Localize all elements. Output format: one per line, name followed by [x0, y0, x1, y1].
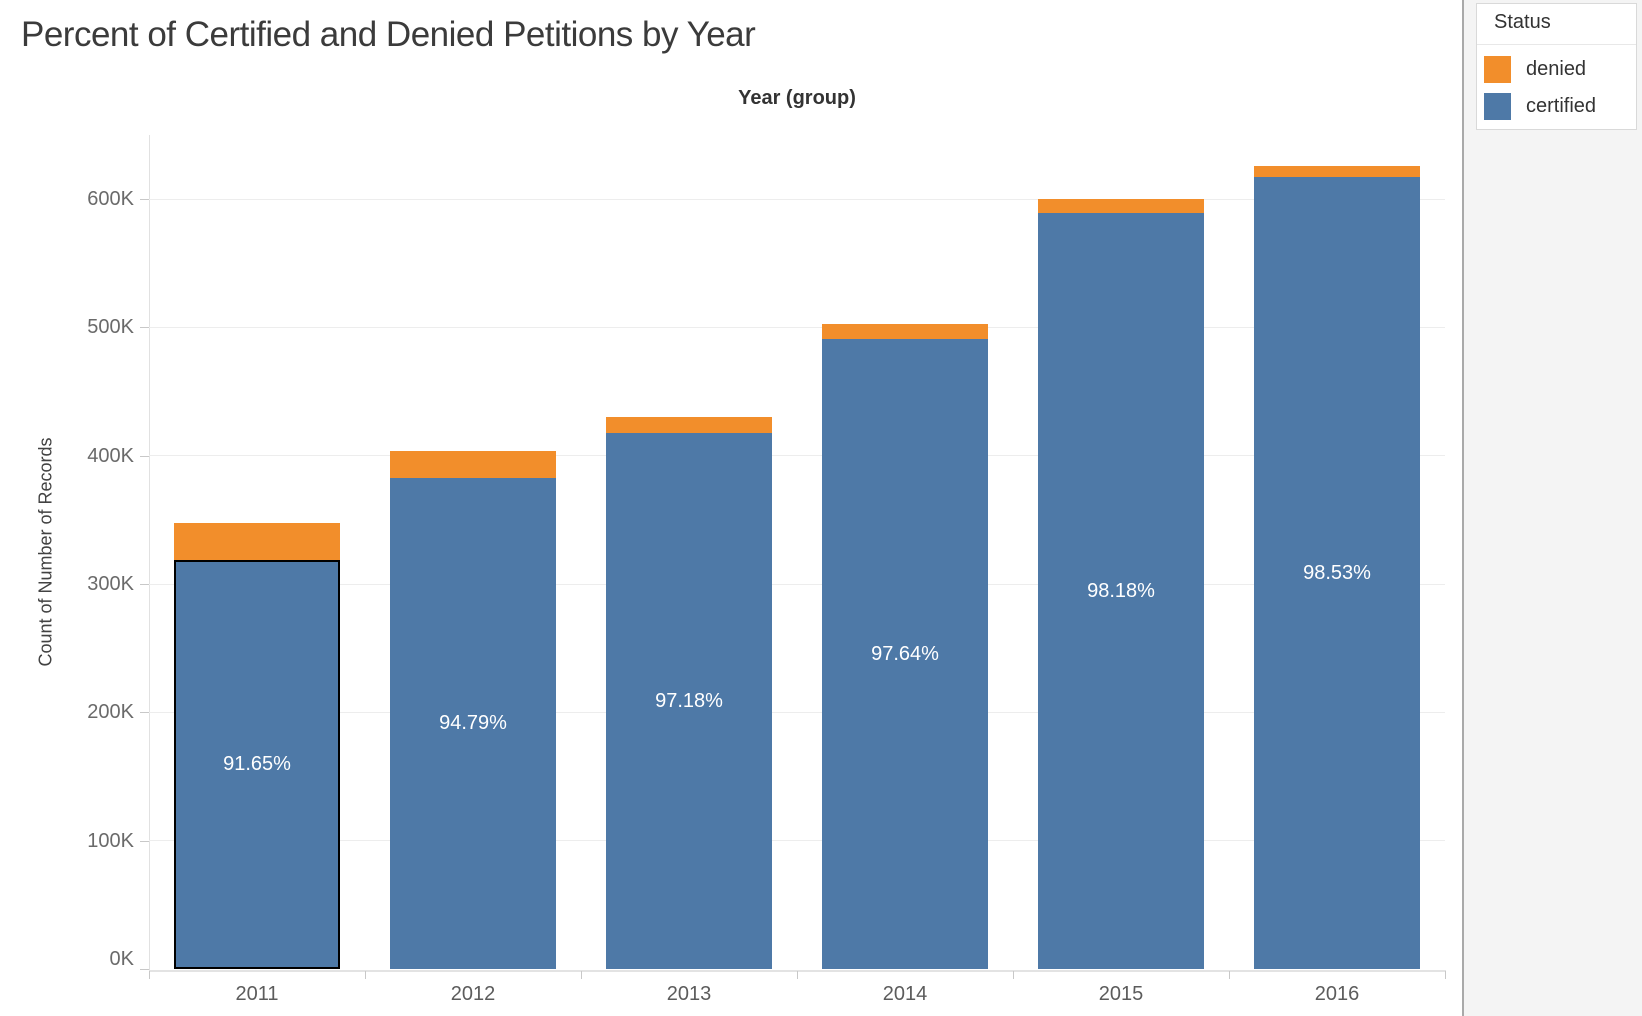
bar-2015-certified[interactable]	[1038, 213, 1204, 969]
legend-title: Status	[1494, 11, 1551, 33]
legend-label-denied: denied	[1526, 57, 1587, 80]
y-tick-label-200K: 200K	[87, 701, 134, 724]
bar-2016-certified[interactable]	[1254, 177, 1420, 969]
y-tick-label-500K: 500K	[87, 316, 134, 339]
x-tick-label-2015[interactable]: 2015	[1098, 983, 1144, 1005]
y-tick-label-300K: 300K	[87, 573, 134, 596]
legend-separator	[1477, 44, 1636, 45]
bar-2013-certified[interactable]	[606, 432, 772, 969]
bar-2011-denied[interactable]	[174, 522, 340, 560]
y-tick-label-400K: 400K	[87, 444, 134, 467]
x-tick-boundary	[365, 971, 366, 979]
plot-area: 91.65% 94.79% 97.18% 97.64% 98.18% 98.53%	[149, 135, 1445, 969]
panel-divider	[1462, 0, 1464, 1016]
legend-swatch-denied	[1484, 55, 1511, 83]
y-tick-label-0K: 0K	[109, 948, 134, 970]
gridline-300K	[149, 583, 1445, 585]
y-tick-600K	[140, 199, 149, 201]
legend-items: denied certified	[1484, 55, 1632, 120]
gridline-600K	[149, 198, 1445, 200]
bar-2016-denied[interactable]	[1254, 165, 1420, 178]
bar-2014-denied[interactable]	[822, 323, 988, 340]
legend-item-certified[interactable]: certified	[1484, 92, 1632, 120]
bar-2013-denied[interactable]	[606, 417, 772, 433]
y-axis-line	[149, 135, 150, 970]
gridline-100K	[149, 840, 1445, 842]
y-tick-400K	[140, 455, 149, 457]
gridline-400K	[149, 455, 1445, 457]
x-tick-label-2011[interactable]: 2011	[235, 983, 279, 1005]
gridline-200K	[149, 711, 1445, 713]
legend-item-denied[interactable]: denied	[1484, 55, 1632, 83]
x-tick-boundary	[581, 971, 582, 979]
bar-2014-certified[interactable]	[822, 339, 988, 969]
y-tick-300K	[140, 584, 149, 586]
y-tick-100K	[140, 840, 149, 842]
bar-2011-certified[interactable]	[174, 559, 340, 969]
column-field-header[interactable]: Year (group)	[738, 87, 856, 109]
y-tick-label-100K: 100K	[87, 829, 134, 852]
x-tick-boundary	[1445, 971, 1446, 979]
x-tick-label-2012[interactable]: 2012	[450, 983, 496, 1005]
x-tick-boundary	[797, 971, 798, 979]
bar-2012-denied[interactable]	[390, 450, 556, 478]
x-tick-label-2016[interactable]: 2016	[1314, 983, 1360, 1005]
legend-card: Status denied certified	[1476, 3, 1637, 130]
legend-label-certified: certified	[1526, 94, 1597, 117]
bar-2012-certified[interactable]	[390, 477, 556, 969]
gridline-500K	[149, 326, 1445, 328]
y-tick-0K	[140, 969, 149, 970]
bar-2015-denied[interactable]	[1038, 199, 1204, 214]
y-axis-title[interactable]: Count of Number of Records	[35, 437, 56, 667]
chart-title: Percent of Certified and Denied Petition…	[21, 15, 756, 54]
x-tick-label-2014[interactable]: 2014	[882, 983, 928, 1005]
side-panel	[1464, 0, 1642, 1016]
x-tick-boundary	[1013, 971, 1014, 979]
x-tick-boundary	[1229, 971, 1230, 979]
x-tick-label-2013[interactable]: 2013	[666, 983, 712, 1005]
legend-swatch-certified	[1484, 92, 1511, 120]
x-tick-boundary	[149, 971, 150, 979]
y-tick-200K	[140, 712, 149, 714]
y-tick-500K	[140, 327, 149, 329]
y-tick-label-600K: 600K	[87, 188, 134, 211]
